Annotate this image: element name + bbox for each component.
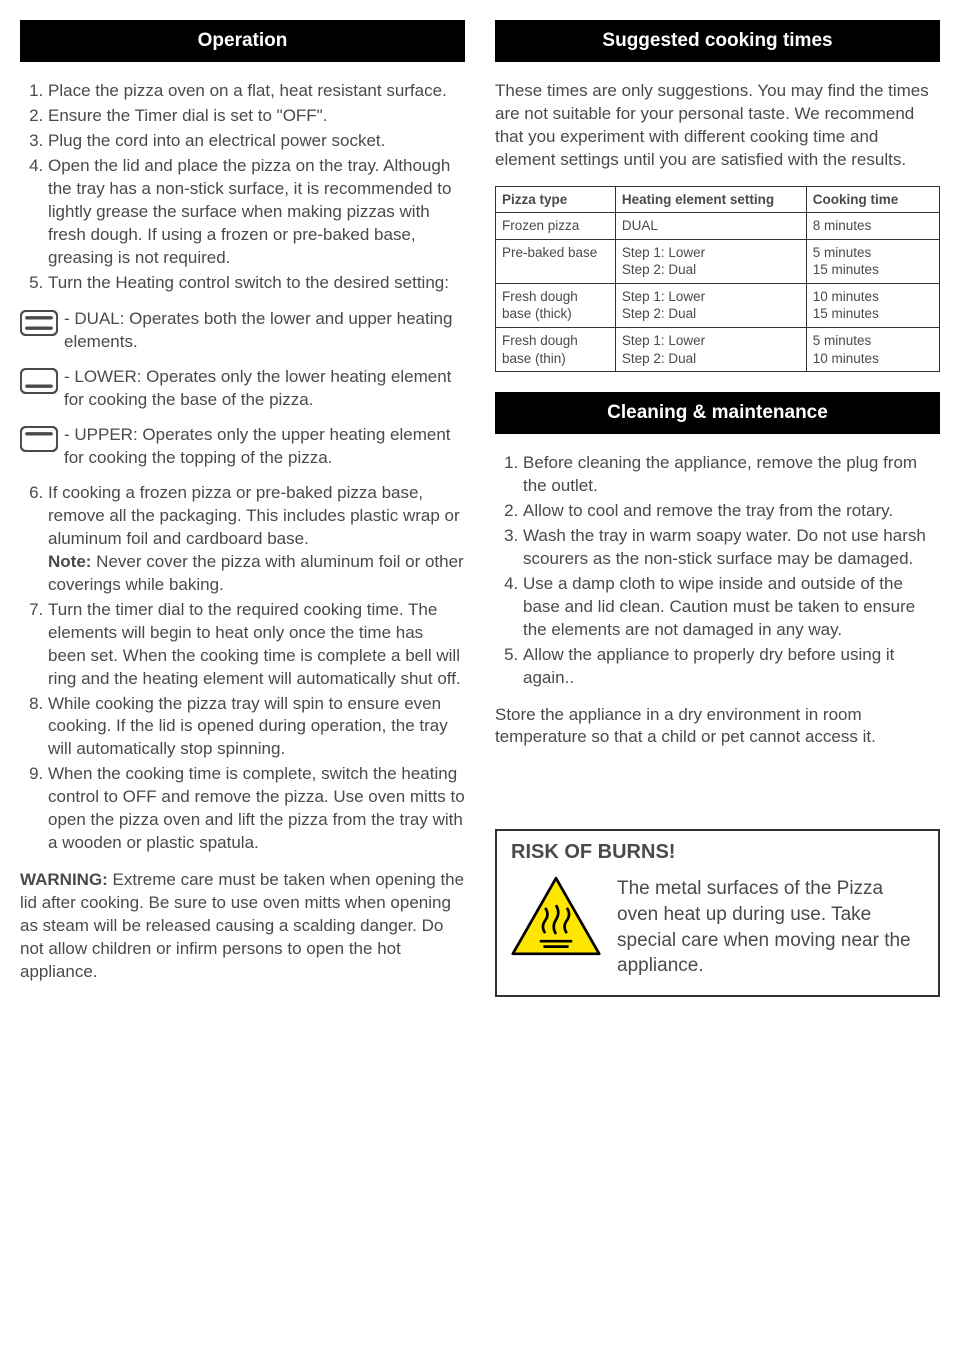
left-column: Operation Place the pizza oven on a flat…	[20, 20, 465, 998]
mode-text: - UPPER: Operates only the upper heating…	[64, 424, 465, 470]
list-item: Turn the timer dial to the required cook…	[48, 599, 465, 691]
list-item: Before cleaning the appliance, remove th…	[523, 452, 940, 498]
table-cell: Step 1: LowerStep 2: Dual	[615, 283, 806, 327]
page-columns: Operation Place the pizza oven on a flat…	[20, 20, 940, 998]
list-item: Wash the tray in warm soapy water. Do no…	[523, 525, 940, 571]
table-row: Pre-baked baseStep 1: LowerStep 2: Dual5…	[496, 239, 940, 283]
cooking-times-intro: These times are only suggestions. You ma…	[495, 80, 940, 172]
list-item: When the cooking time is complete, switc…	[48, 763, 465, 855]
table-header: Pizza type	[496, 186, 616, 213]
table-cell: DUAL	[615, 213, 806, 240]
lower-icon	[20, 366, 64, 401]
table-cell: Fresh dough base (thick)	[496, 283, 616, 327]
list-item: Allow to cool and remove the tray from t…	[523, 500, 940, 523]
table-row: Fresh dough base (thin)Step 1: LowerStep…	[496, 328, 940, 372]
cleaning-steps: Before cleaning the appliance, remove th…	[495, 452, 940, 689]
table-cell: Fresh dough base (thin)	[496, 328, 616, 372]
table-cell: 5 minutes10 minutes	[806, 328, 939, 372]
operation-warning: WARNING: Extreme care must be taken when…	[20, 869, 465, 984]
table-header: Cooking time	[806, 186, 939, 213]
list-item: Plug the cord into an electrical power s…	[48, 130, 465, 153]
list-item: Use a damp cloth to wipe inside and outs…	[523, 573, 940, 642]
list-item: If cooking a frozen pizza or pre-baked p…	[48, 482, 465, 597]
table-cell: Step 1: LowerStep 2: Dual	[615, 328, 806, 372]
mode-text: - LOWER: Operates only the lower heating…	[64, 366, 465, 412]
table-cell: 5 minutes15 minutes	[806, 239, 939, 283]
dual-icon	[20, 308, 64, 343]
risk-of-burns-box: RISK OF BURNS! The metal surfaces of the…	[495, 829, 940, 997]
list-item: Turn the Heating control switch to the d…	[48, 272, 465, 295]
table-row: Fresh dough base (thick)Step 1: LowerSte…	[496, 283, 940, 327]
warning-label: WARNING:	[20, 870, 108, 889]
table-cell: Pre-baked base	[496, 239, 616, 283]
table-cell: 10 minutes15 minutes	[806, 283, 939, 327]
upper-icon	[20, 424, 64, 459]
storage-note: Store the appliance in a dry environment…	[495, 704, 940, 750]
heating-modes: - DUAL: Operates both the lower and uppe…	[20, 308, 465, 470]
operation-steps-b: If cooking a frozen pizza or pre-baked p…	[20, 482, 465, 855]
table-cell: Step 1: LowerStep 2: Dual	[615, 239, 806, 283]
heating-mode: - UPPER: Operates only the upper heating…	[20, 424, 465, 470]
cooking-times-table: Pizza typeHeating element settingCooking…	[495, 186, 940, 372]
table-header: Heating element setting	[615, 186, 806, 213]
list-item: Place the pizza oven on a flat, heat res…	[48, 80, 465, 103]
mode-text: - DUAL: Operates both the lower and uppe…	[64, 308, 465, 354]
operation-header: Operation	[20, 20, 465, 62]
cooking-times-header: Suggested cooking times	[495, 20, 940, 62]
table-row: Frozen pizzaDUAL8 minutes	[496, 213, 940, 240]
cleaning-header: Cleaning & maintenance	[495, 392, 940, 434]
risk-text: The metal surfaces of the Pizza oven hea…	[617, 876, 924, 979]
risk-title: RISK OF BURNS!	[511, 841, 924, 864]
heating-mode: - LOWER: Operates only the lower heating…	[20, 366, 465, 412]
table-cell: 8 minutes	[806, 213, 939, 240]
right-column: Suggested cooking times These times are …	[495, 20, 940, 998]
list-item: Open the lid and place the pizza on the …	[48, 155, 465, 270]
hot-surface-warning-icon	[511, 876, 601, 956]
operation-steps-a: Place the pizza oven on a flat, heat res…	[20, 80, 465, 294]
list-item: Ensure the Timer dial is set to "OFF".	[48, 105, 465, 128]
heating-mode: - DUAL: Operates both the lower and uppe…	[20, 308, 465, 354]
table-cell: Frozen pizza	[496, 213, 616, 240]
list-item: While cooking the pizza tray will spin t…	[48, 693, 465, 762]
list-item: Allow the appliance to properly dry befo…	[523, 644, 940, 690]
